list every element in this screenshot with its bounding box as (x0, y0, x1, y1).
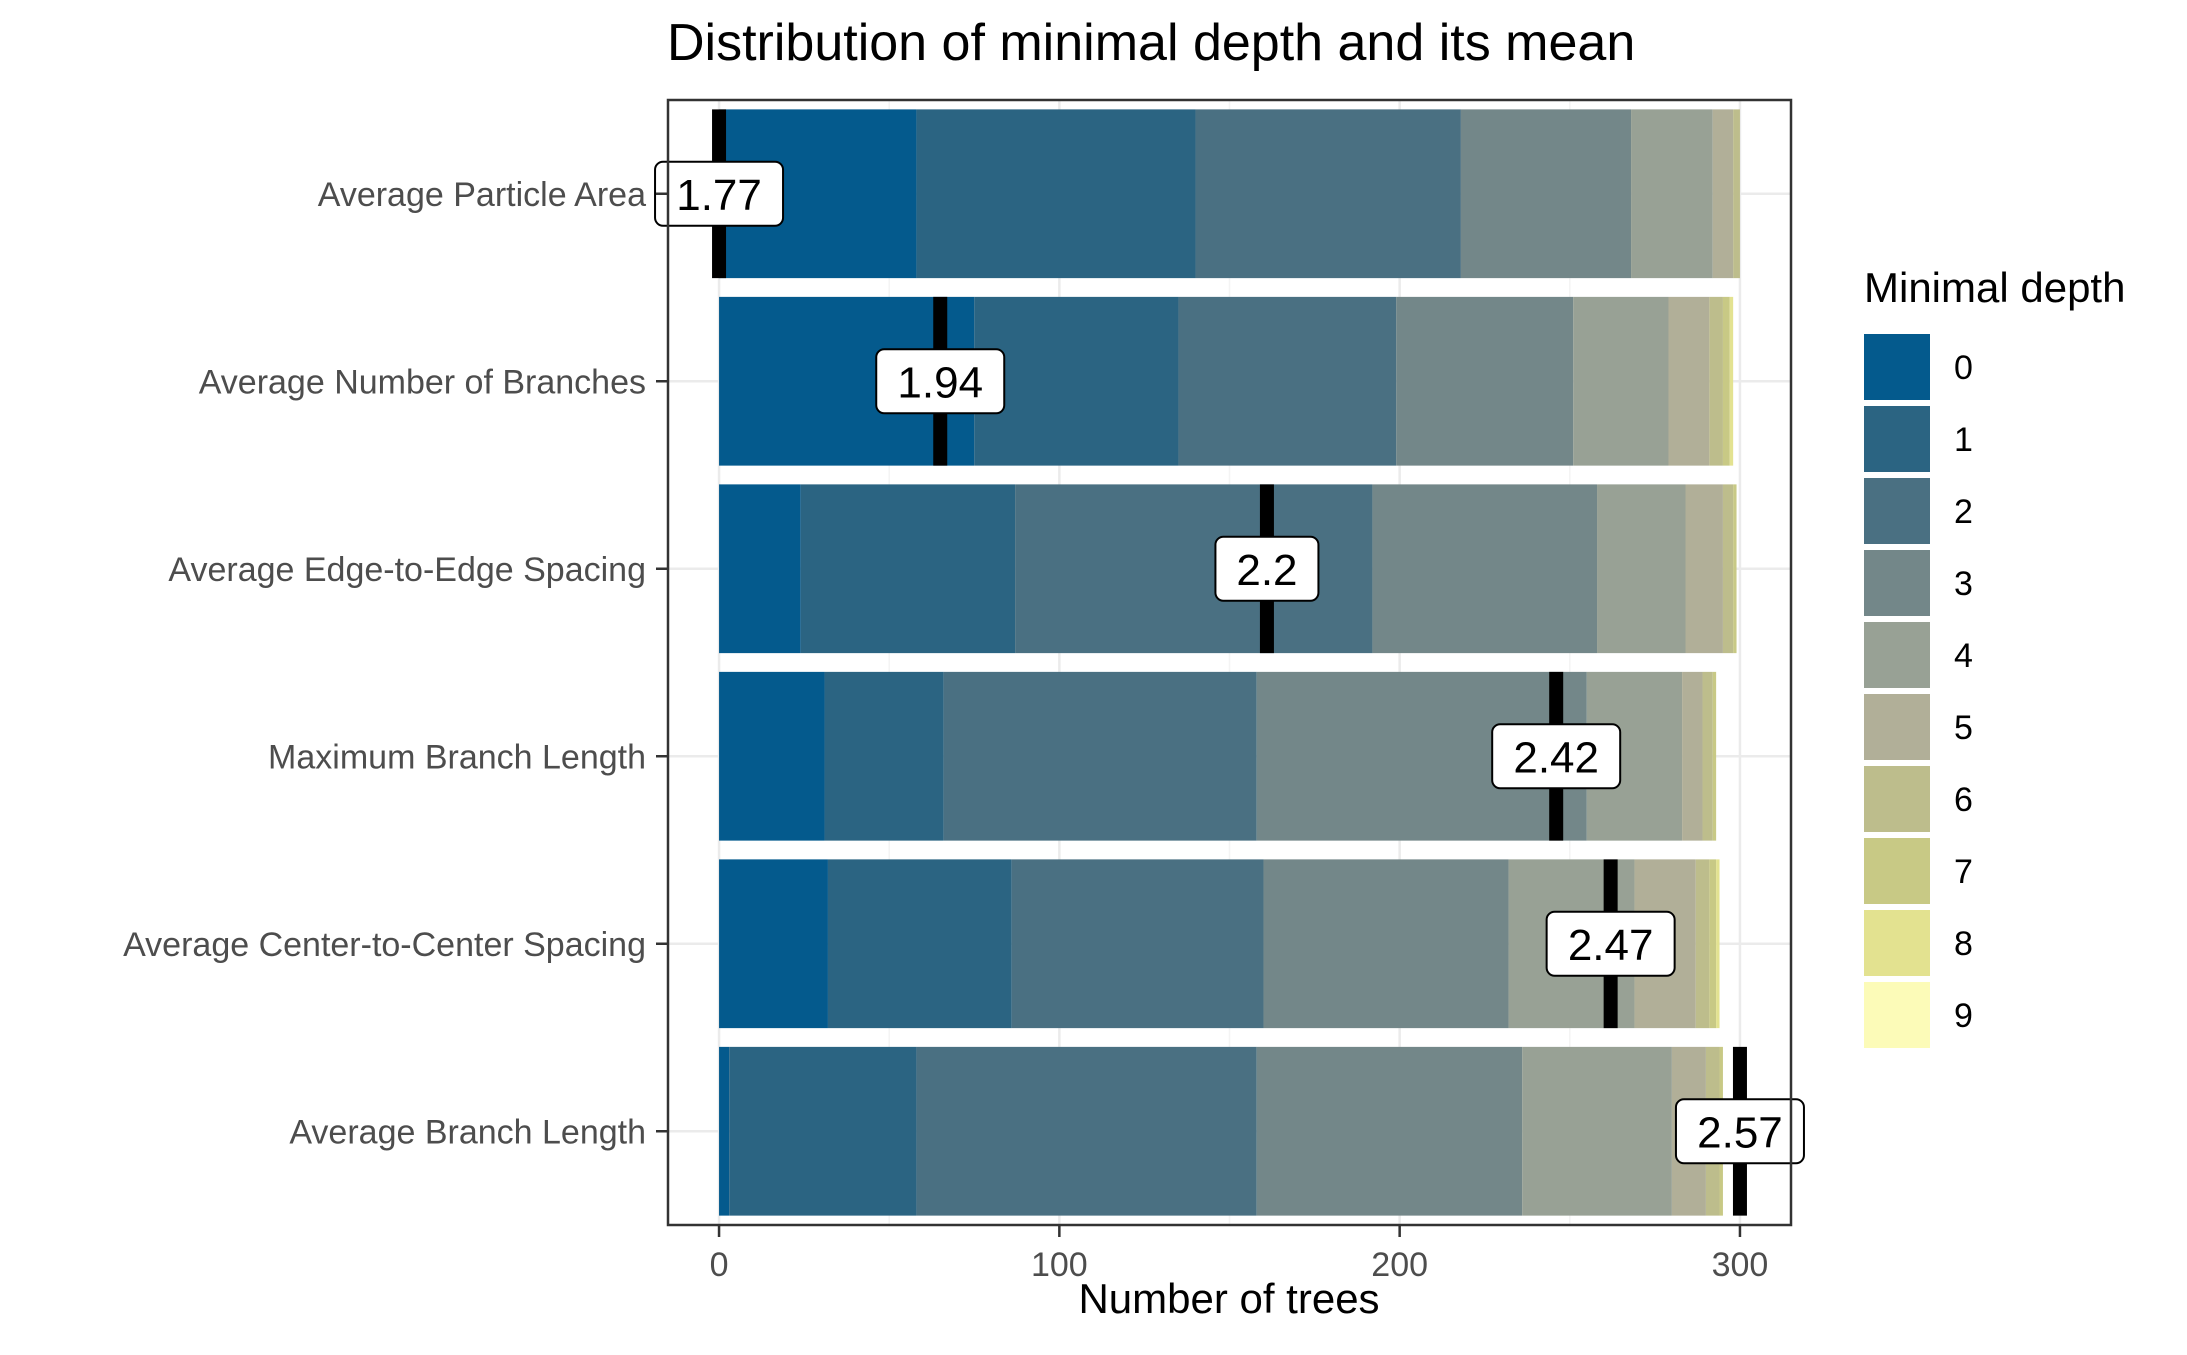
bar-segment-4-depth-1 (827, 859, 1012, 1029)
legend-label-7: 7 (1954, 853, 1973, 891)
legend-label-5: 5 (1954, 709, 1973, 747)
x-axis-title: Number of trees (1078, 1275, 1379, 1322)
x-tick-label-1: 100 (1031, 1246, 1088, 1284)
bar-segment-3-depth-5 (1682, 671, 1703, 841)
mean-label-box-2 (1214, 535, 1320, 602)
bar-segment-0-depth-3 (1460, 109, 1632, 279)
bar-segment-1-depth-2 (1178, 296, 1397, 466)
bar-segment-4-depth-0 (719, 859, 828, 1029)
x-tick-label-0: 0 (710, 1246, 729, 1284)
mean-label-box-3 (1491, 723, 1622, 790)
mean-label-4: 2.47 (1568, 921, 1654, 970)
legend-key-1 (1864, 406, 1930, 472)
bar-segment-2-depth-5 (1685, 484, 1723, 654)
mean-label-box-1 (875, 348, 1006, 415)
bar-segment-4-depth-8 (1716, 859, 1720, 1029)
legend-key-8 (1864, 910, 1930, 976)
bar-segment-0-depth-2 (1195, 109, 1461, 279)
x-tick-label-2: 200 (1371, 1246, 1428, 1284)
y-tick-label-0: Average Particle Area (318, 176, 646, 214)
bar-segment-2-depth-6 (1722, 484, 1734, 654)
bar-segment-3-depth-6 (1702, 671, 1713, 841)
plot-panel-border (666, 98, 1793, 1227)
bar-segment-1-depth-1 (974, 296, 1179, 466)
bar-segment-2-depth-0 (719, 484, 801, 654)
mean-label-box-5 (1674, 1098, 1805, 1165)
bar-segment-5-depth-2 (916, 1046, 1257, 1216)
legend-key-3 (1864, 550, 1930, 616)
bar-segment-3-depth-0 (719, 671, 825, 841)
y-tick-label-3: Maximum Branch Length (268, 738, 646, 776)
bar-segment-4-depth-2 (1011, 859, 1264, 1029)
legend-label-6: 6 (1954, 781, 1973, 819)
bar-segment-2-depth-1 (800, 484, 1016, 654)
bar-segment-4-depth-6 (1695, 859, 1710, 1029)
bar-segment-0-depth-6 (1733, 109, 1740, 279)
y-axis: Average Particle Area Average Number of B… (123, 176, 668, 1151)
y-tick-label-2: Average Edge-to-Edge Spacing (168, 551, 646, 589)
bar-segment-5-depth-4 (1522, 1046, 1672, 1216)
legend-label-0: 0 (1954, 349, 1973, 387)
bar-segment-3-depth-7 (1712, 671, 1717, 841)
legend-key-9 (1864, 982, 1930, 1048)
legend-label-9: 9 (1954, 997, 1973, 1035)
mean-label-box-4 (1545, 910, 1676, 977)
bar-segment-0-depth-5 (1712, 109, 1734, 279)
mean-label-0: 1.77 (676, 171, 762, 220)
bar-segment-2-depth-3 (1372, 484, 1598, 654)
bar-segment-4-depth-7 (1709, 859, 1717, 1029)
legend-key-7 (1864, 838, 1930, 904)
mean-label-1: 1.94 (897, 358, 983, 407)
mean-markers: 1.77 1.94 2.2 2.42 2.47 2.57 (654, 109, 1805, 1216)
mean-label-2: 2.2 (1236, 546, 1297, 595)
bar-segment-0-depth-1 (916, 109, 1196, 279)
legend-title: Minimal depth (1864, 264, 2125, 311)
legend-label-1: 1 (1954, 421, 1973, 459)
legend-key-6 (1864, 766, 1930, 832)
legend-label-8: 8 (1954, 925, 1973, 963)
bar-segment-1-depth-5 (1668, 296, 1710, 466)
bar-segment-1-depth-6 (1709, 296, 1723, 466)
bar-segment-1-depth-4 (1573, 296, 1669, 466)
x-axis: 0 100 200 300 (710, 1225, 1769, 1284)
legend-label-4: 4 (1954, 637, 1973, 675)
legend-key-4 (1864, 622, 1930, 688)
y-tick-label-1: Average Number of Branches (199, 363, 646, 401)
mean-label-3: 2.42 (1513, 733, 1599, 782)
legend-label-2: 2 (1954, 493, 1973, 531)
bar-segment-5-depth-1 (729, 1046, 917, 1216)
bar-segment-1-depth-3 (1396, 296, 1574, 466)
bar-segment-2-depth-4 (1597, 484, 1686, 654)
bar-segment-0-depth-4 (1631, 109, 1713, 279)
legend-label-3: 3 (1954, 565, 1973, 603)
legend: Minimal depth 0 1 2 3 4 5 6 7 8 9 (1864, 264, 2125, 1048)
mean-label-box-0 (654, 160, 785, 227)
bar-segment-3-depth-1 (824, 671, 944, 841)
legend-key-5 (1864, 694, 1930, 760)
y-tick-label-4: Average Center-to-Center Spacing (123, 926, 646, 964)
mean-label-5: 2.57 (1697, 1108, 1783, 1157)
legend-key-0 (1864, 334, 1930, 400)
bar-segment-5-depth-3 (1256, 1046, 1523, 1216)
y-tick-label-5: Average Branch Length (289, 1113, 646, 1151)
bar-segment-4-depth-3 (1263, 859, 1509, 1029)
bar-segment-1-depth-7 (1722, 296, 1730, 466)
legend-key-2 (1864, 478, 1930, 544)
bar-segment-5-depth-0 (719, 1046, 730, 1216)
x-tick-label-3: 300 (1712, 1246, 1769, 1284)
chart-title: Distribution of minimal depth and its me… (667, 14, 1635, 72)
bar-segment-3-depth-2 (943, 671, 1257, 841)
bar-segment-1-depth-8 (1729, 296, 1734, 466)
bar-segment-2-depth-7 (1733, 484, 1737, 654)
